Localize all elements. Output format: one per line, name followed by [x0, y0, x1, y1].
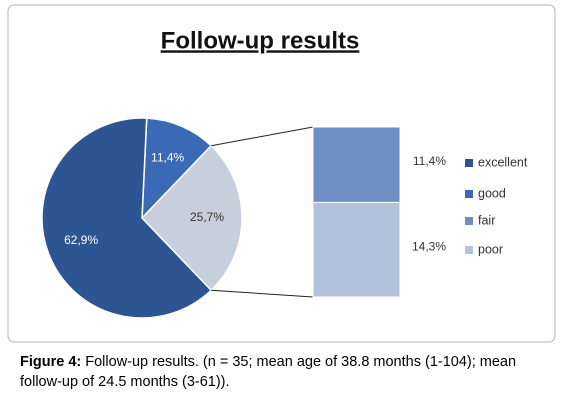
bar-segment: [312, 126, 401, 203]
pie-slice: [141, 117, 213, 220]
connector-line: [211, 289, 314, 298]
data-label: 62,9%: [64, 233, 98, 247]
chart-title: Follow-up results: [161, 27, 360, 54]
data-label: 14,3%: [412, 240, 446, 254]
pie-slice: [140, 144, 243, 292]
connector-line: [211, 126, 314, 147]
chart: Follow-up results 11,4% 25,7% 62,9% 11,4% 14…: [7, 4, 556, 343]
caption-label: Figure 4:: [20, 354, 82, 370]
caption-text: Follow-up results. (n = 35; mean age of …: [20, 354, 517, 390]
data-label: 11,4%: [413, 154, 446, 168]
legend-label: excellent: [478, 155, 528, 169]
pie-slice: [41, 117, 213, 319]
legend-label: good: [478, 186, 506, 200]
legend-swatch: [465, 217, 473, 225]
legend-swatch: [465, 190, 473, 198]
data-label: 25,7%: [190, 210, 224, 224]
legend-swatch: [465, 159, 473, 167]
legend-swatch: [465, 246, 473, 254]
data-label: 11,4%: [151, 150, 184, 164]
bar-segment: [312, 201, 401, 298]
caption: Figure 4: Follow-up results. (n = 35; me…: [20, 352, 550, 392]
legend-label: fair: [478, 213, 495, 227]
legend-label: poor: [478, 242, 503, 256]
